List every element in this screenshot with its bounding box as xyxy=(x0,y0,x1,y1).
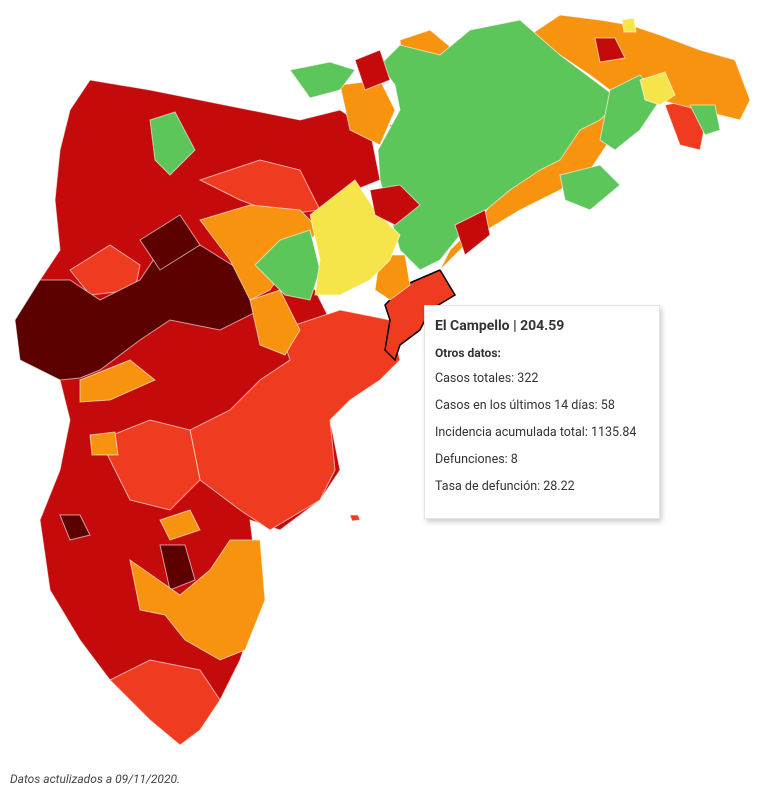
tooltip-row: Tasa de defunción: 28.22 xyxy=(435,479,575,494)
tooltip-row: Casos totales: 322 xyxy=(435,371,539,386)
region xyxy=(139,214,201,271)
tooltip-row: Incidencia acumulada total: 1135.84 xyxy=(435,425,637,440)
footer-note: Datos actulizados a 09/11/2020. xyxy=(10,772,181,786)
highlighted-region xyxy=(384,269,457,362)
region xyxy=(159,544,196,591)
region xyxy=(79,359,156,403)
region xyxy=(109,659,221,746)
region xyxy=(639,71,676,106)
region xyxy=(354,49,391,91)
region xyxy=(129,539,266,661)
region xyxy=(159,509,201,541)
map xyxy=(14,14,751,746)
region xyxy=(89,431,119,456)
tooltip-rows: Casos totales: 322 Casos en los últimos 1… xyxy=(435,371,649,494)
region xyxy=(689,104,721,136)
region xyxy=(621,17,637,33)
region xyxy=(309,179,401,296)
region xyxy=(59,514,91,541)
tooltip-subtitle: Otros datos: xyxy=(435,346,501,360)
region xyxy=(249,289,301,356)
region xyxy=(289,61,356,99)
region xyxy=(377,19,621,271)
region xyxy=(369,184,421,226)
tooltip-row: Casos en los últimos 14 días: 58 xyxy=(435,398,615,413)
region xyxy=(594,37,626,63)
region xyxy=(349,514,361,522)
tooltip: El Campello | 204.59 Otros datos: Casos … xyxy=(424,305,660,519)
region xyxy=(559,164,621,211)
region xyxy=(149,111,196,176)
region xyxy=(454,209,491,256)
tooltip-row: Defunciones: 8 xyxy=(435,452,518,467)
tooltip-title: El Campello | 204.59 xyxy=(435,318,565,334)
region xyxy=(99,419,201,511)
